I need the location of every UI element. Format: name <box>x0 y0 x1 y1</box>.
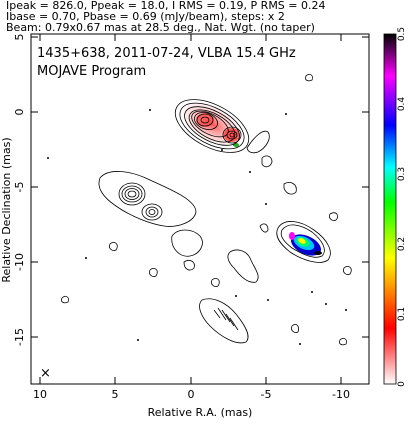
x-tick-label: 10 <box>33 388 47 401</box>
diffuse-contours <box>61 73 352 346</box>
colorbar: 0.5 0.4 0.3 0.2 0.1 0 <box>383 27 407 387</box>
core-peak-color <box>196 113 214 127</box>
left-component-contours <box>98 171 197 227</box>
y-axis: 5 0 -5 -10 -15 Relative Declination (mas… <box>0 34 369 346</box>
map-subtitle: MOJAVE Program <box>37 64 146 79</box>
noise-points <box>47 109 347 345</box>
jet-knot-contours <box>276 221 331 263</box>
contours <box>61 73 352 346</box>
colorbar-tick: 0.5 <box>397 27 407 41</box>
map-title: 1435+638, 2011-07-24, VLBA 15.4 GHz <box>37 46 296 61</box>
x-tick-label: 0 <box>188 388 195 401</box>
y-tick-label: -10 <box>13 253 26 271</box>
plot-frame <box>30 33 370 385</box>
colorbar-tick: 0 <box>397 381 407 387</box>
colorbar-tick: 0.3 <box>397 167 407 181</box>
colorbar-scale <box>383 33 397 385</box>
y-tick-label: 0 <box>13 109 26 116</box>
beam-marker: × <box>40 366 51 381</box>
green-spot <box>233 143 239 147</box>
header-line-2: Ibase = 0.70, Pbase = 0.69 (mJy/beam), s… <box>6 10 285 23</box>
y-tick-label: -15 <box>13 328 26 346</box>
core-contours <box>174 99 270 154</box>
x-tick-label: -10 <box>332 388 350 401</box>
x-tick-label: 5 <box>112 388 119 401</box>
header-line-3: Beam: 0.79x0.67 mas at 28.5 deg., Nat. W… <box>6 21 315 34</box>
y-axis-label: Relative Declination (mas) <box>0 137 13 282</box>
x-axis-label: Relative R.A. (mas) <box>148 406 253 419</box>
y-tick-label: -5 <box>13 182 26 193</box>
colorbar-tick: 0.2 <box>397 237 407 251</box>
colorbar-tick: 0.1 <box>397 307 407 321</box>
x-tick-label: -5 <box>261 388 272 401</box>
header-line-1: Ipeak = 826.0, Ppeak = 18.0, I RMS = 0.1… <box>6 0 326 12</box>
jet-knot-polarization <box>289 232 322 256</box>
y-tick-label: 5 <box>13 34 26 41</box>
colorbar-tick: 0.4 <box>397 97 407 112</box>
x-axis: 10 5 0 -5 -10 Relative R.A. (mas) <box>33 34 350 419</box>
